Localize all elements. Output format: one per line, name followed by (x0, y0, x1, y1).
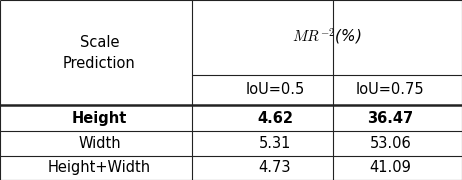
Text: Height+Width: Height+Width (48, 160, 151, 175)
Text: 53.06: 53.06 (370, 136, 411, 151)
Text: 4.73: 4.73 (259, 160, 291, 175)
Text: 36.47: 36.47 (367, 111, 413, 126)
Text: 5.31: 5.31 (259, 136, 291, 151)
Text: Height: Height (72, 111, 127, 126)
Text: IoU=0.5: IoU=0.5 (245, 82, 304, 98)
Text: Width: Width (78, 136, 121, 151)
Text: 4.62: 4.62 (257, 111, 293, 126)
Text: $MR^{-2}$(%): $MR^{-2}$(%) (292, 27, 362, 47)
Text: Scale
Prediction: Scale Prediction (63, 35, 136, 71)
Text: IoU=0.75: IoU=0.75 (356, 82, 425, 98)
Text: 41.09: 41.09 (370, 160, 411, 175)
